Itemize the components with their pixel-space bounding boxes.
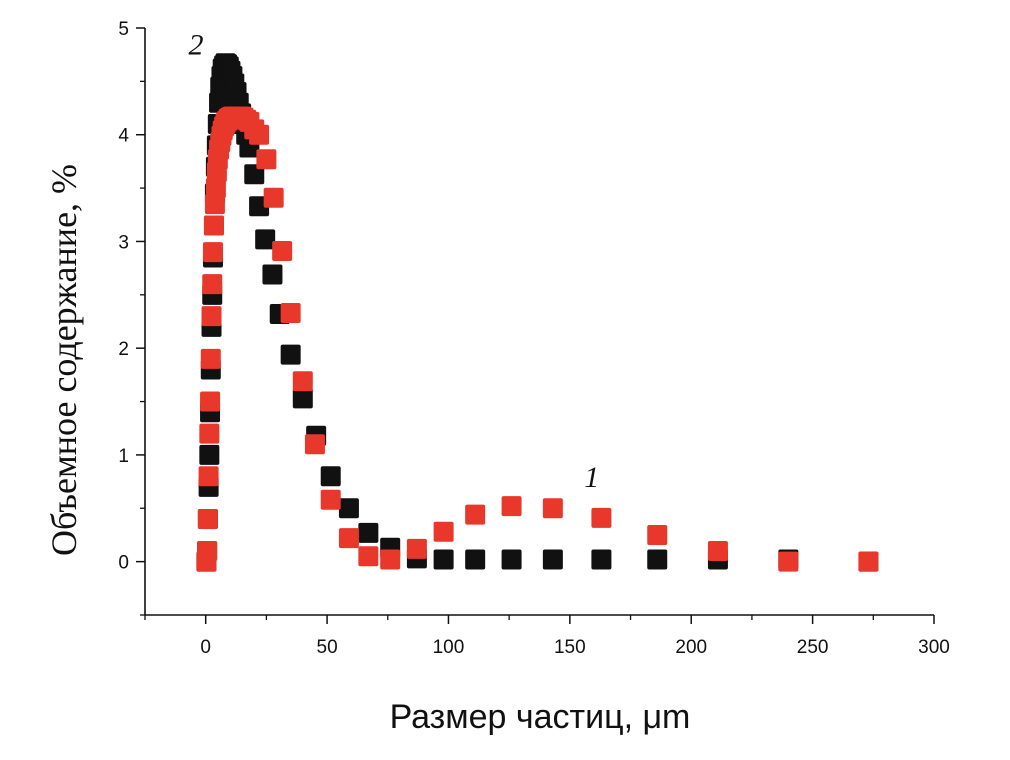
ticks-layer: 0 50 100 150 200 250 300 0 1 2 3 4 5 [118, 19, 949, 658]
y-tick-label: 2 [118, 339, 129, 360]
series-layer [196, 53, 879, 572]
data-point [202, 274, 223, 295]
curve-label: 1 [584, 461, 599, 494]
data-point [320, 466, 341, 487]
series-2 [196, 106, 879, 572]
data-point [406, 538, 427, 559]
data-point [304, 434, 325, 455]
y-tick-label: 4 [118, 126, 129, 147]
data-point [433, 521, 454, 542]
y-tick-label: 1 [118, 446, 129, 467]
data-point [200, 391, 221, 412]
data-point [280, 302, 301, 323]
data-point [197, 540, 218, 561]
data-point [465, 504, 486, 525]
data-point [465, 549, 486, 570]
data-point [591, 549, 612, 570]
y-axis-title: Объемное содержание, % [44, 164, 84, 556]
data-point [358, 522, 379, 543]
data-point [272, 241, 293, 262]
data-point [262, 264, 283, 285]
data-point [202, 242, 223, 263]
data-point [200, 348, 221, 369]
data-point [205, 178, 226, 199]
x-tick-label: 50 [317, 637, 338, 658]
x-tick-label: 250 [797, 637, 829, 658]
data-point [647, 549, 668, 570]
data-point [707, 540, 728, 561]
data-point [280, 344, 301, 365]
y-tick-label: 5 [118, 19, 129, 40]
curve-label: 2 [188, 29, 203, 62]
data-point [858, 551, 879, 572]
x-tick-label: 150 [554, 637, 586, 658]
x-tick-label: 0 [200, 637, 211, 658]
data-point [501, 496, 522, 517]
data-point [358, 546, 379, 567]
data-point [778, 551, 799, 572]
data-point [255, 229, 276, 250]
data-point [292, 388, 313, 409]
data-point [380, 549, 401, 570]
data-point [338, 498, 359, 519]
data-point [204, 194, 225, 215]
data-point [338, 528, 359, 549]
annotation-layer: 21 [188, 29, 599, 494]
data-point [647, 524, 668, 545]
y-tick-label: 3 [118, 232, 129, 253]
data-point [201, 306, 222, 327]
x-axis-title: Размер частиц, μm [390, 698, 691, 736]
data-point [263, 187, 284, 208]
data-point [542, 549, 563, 570]
x-tick-label: 300 [918, 637, 950, 658]
axes-layer [144, 28, 934, 616]
data-point [203, 215, 224, 236]
data-point [256, 149, 277, 170]
data-point [501, 549, 522, 570]
data-point [591, 507, 612, 528]
data-point [542, 498, 563, 519]
x-tick-label: 200 [675, 637, 707, 658]
labels-layer: Размер частиц, μm Объемное содержание, % [44, 164, 690, 736]
data-point [320, 489, 341, 510]
y-tick-label: 0 [118, 553, 129, 574]
data-point [198, 466, 219, 487]
data-point [433, 549, 454, 570]
data-point [199, 444, 220, 465]
data-point [199, 423, 220, 444]
data-point [249, 124, 270, 145]
data-point [197, 508, 218, 529]
x-tick-label: 100 [433, 637, 465, 658]
data-point [292, 371, 313, 392]
